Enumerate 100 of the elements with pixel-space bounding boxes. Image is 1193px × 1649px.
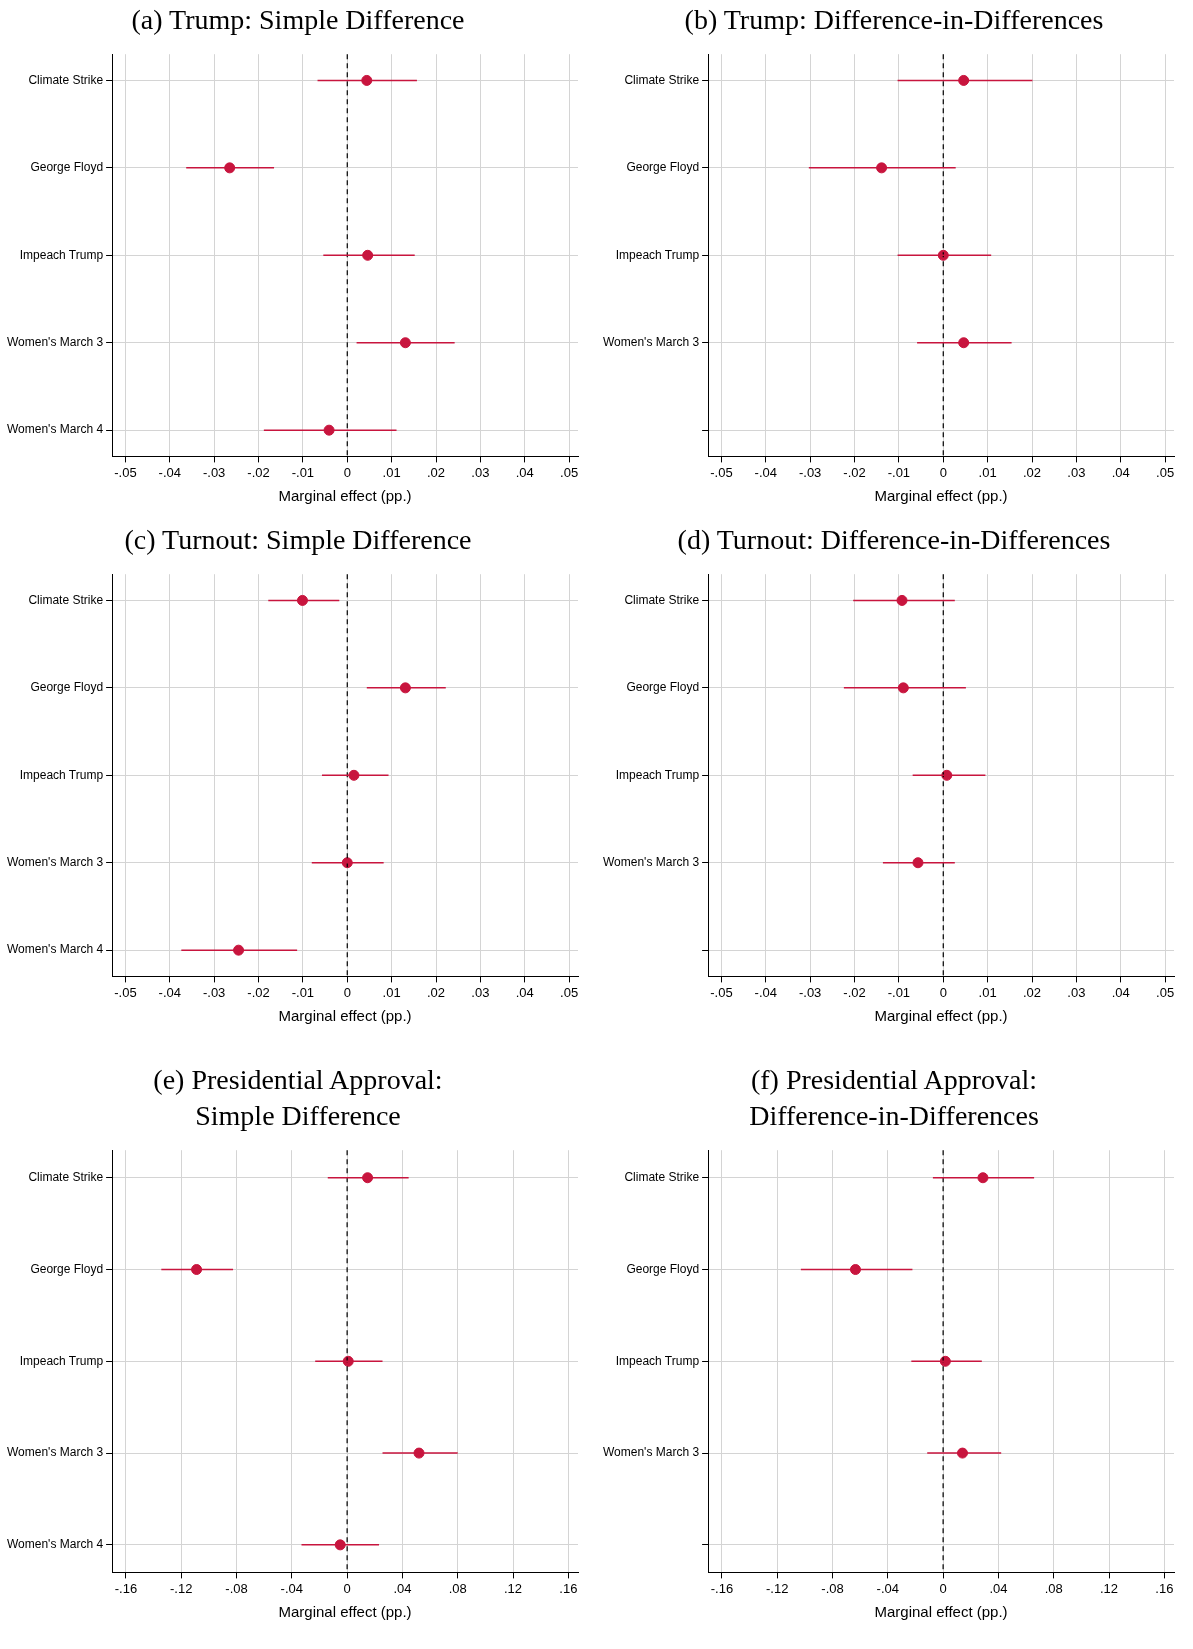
y-tick-label: Climate Strike <box>28 1170 104 1185</box>
x-tick-label: 0 <box>343 1580 351 1596</box>
point <box>912 857 924 869</box>
x-tick-label: .12 <box>503 1580 523 1596</box>
x-tick-label: .08 <box>448 1580 467 1596</box>
x-tick-label: .03 <box>471 984 490 1000</box>
x-tick-label: -.03 <box>798 464 822 480</box>
x-tick-label: 0 <box>343 464 351 480</box>
x-tick-label: -.02 <box>247 464 270 480</box>
x-tick-label: .05 <box>1156 984 1175 1000</box>
chart-title: (b) Trump: Difference-in-Differences <box>683 3 1105 37</box>
x-tick-label: .04 <box>515 984 534 1000</box>
x-tick-label: -.02 <box>843 464 866 480</box>
x-axis-title: Marginal effect (pp.) <box>278 1603 412 1621</box>
y-tick-label: Women's March 4 <box>6 422 104 437</box>
x-tick-label: .02 <box>426 984 446 1000</box>
x-tick-label: .04 <box>393 1580 412 1596</box>
x-tick-label: -.04 <box>876 1580 900 1596</box>
point <box>849 1264 861 1276</box>
chart-title: (c) Turnout: Simple Difference <box>123 523 473 557</box>
x-tick-label: .04 <box>515 464 534 480</box>
point <box>361 74 373 86</box>
chart-title: (a) Trump: Simple Difference <box>130 3 466 37</box>
y-tick-label: Women's March 4 <box>6 942 104 957</box>
x-tick-label: -.01 <box>291 984 315 1000</box>
x-tick-label: -.01 <box>887 464 911 480</box>
y-tick-label: Impeach Trump <box>19 767 104 782</box>
x-tick-label: -.01 <box>291 464 315 480</box>
x-tick-label: .05 <box>560 464 579 480</box>
x-tick-label: -.12 <box>170 1580 193 1596</box>
y-tick-label: George Floyd <box>626 680 700 695</box>
x-tick-label: -.12 <box>766 1580 789 1596</box>
x-tick-label: .01 <box>382 464 401 480</box>
y-tick-label: Impeach Trump <box>615 767 700 782</box>
x-tick-label: .03 <box>1067 984 1086 1000</box>
x-tick-label: .02 <box>426 464 446 480</box>
x-tick-label: .02 <box>1022 464 1042 480</box>
x-tick-label: -.04 <box>754 464 777 480</box>
x-tick-label: -.08 <box>225 1580 248 1596</box>
x-tick-label: -.08 <box>821 1580 844 1596</box>
x-tick-label: .16 <box>1155 1580 1174 1596</box>
x-tick-label: 0 <box>343 984 351 1000</box>
x-tick-label: .16 <box>559 1580 578 1596</box>
x-tick-label: .04 <box>989 1580 1008 1596</box>
y-tick-label: Women's March 3 <box>602 335 700 350</box>
x-tick-label: -.05 <box>710 984 733 1000</box>
point <box>348 769 360 781</box>
y-tick-label: Women's March 4 <box>6 1537 104 1552</box>
x-axis-title: Marginal effect (pp.) <box>278 487 412 505</box>
x-tick-label: 0 <box>939 464 947 480</box>
x-tick-label: -.01 <box>887 984 911 1000</box>
y-tick-label: Women's March 3 <box>602 1445 700 1460</box>
x-axis-title: Marginal effect (pp.) <box>278 1007 412 1025</box>
y-tick-label: Women's March 3 <box>6 855 104 870</box>
point <box>399 337 411 349</box>
y-tick-label: Climate Strike <box>624 592 700 607</box>
x-axis-title: Marginal effect (pp.) <box>874 487 1008 505</box>
y-tick-label: Climate Strike <box>28 592 104 607</box>
x-tick-label: -.04 <box>280 1580 304 1596</box>
x-tick-label: -.04 <box>754 984 777 1000</box>
x-tick-label: .01 <box>978 984 997 1000</box>
y-tick-label: Impeach Trump <box>615 247 700 262</box>
y-tick-label: George Floyd <box>626 1261 700 1276</box>
x-tick-label: .05 <box>560 984 579 1000</box>
y-tick-label: George Floyd <box>626 160 700 175</box>
x-tick-label: .05 <box>1156 464 1175 480</box>
point <box>362 249 374 261</box>
chart-title: (e) Presidential Approval: Simple Difference <box>152 1063 444 1133</box>
chart-title: (d) Turnout: Difference-in-Differences <box>676 523 1112 557</box>
x-tick-label: -.04 <box>158 984 181 1000</box>
x-tick-label: .03 <box>471 464 490 480</box>
point <box>977 1172 989 1184</box>
x-tick-label: -.05 <box>114 464 137 480</box>
x-tick-label: .01 <box>382 984 401 1000</box>
x-axis-title: Marginal effect (pp.) <box>874 1603 1008 1621</box>
x-tick-label: -.16 <box>114 1580 138 1596</box>
x-tick-label: -.05 <box>114 984 137 1000</box>
x-tick-label: -.02 <box>247 984 270 1000</box>
point <box>296 594 308 606</box>
point <box>896 594 908 606</box>
y-tick-label: George Floyd <box>30 160 104 175</box>
x-tick-label: .02 <box>1022 984 1042 1000</box>
y-tick-label: Impeach Trump <box>19 247 104 262</box>
x-tick-label: .03 <box>1067 464 1086 480</box>
point <box>191 1264 203 1276</box>
x-tick-label: -.03 <box>798 984 822 1000</box>
y-tick-label: Women's March 3 <box>6 335 104 350</box>
y-tick-label: George Floyd <box>30 1261 104 1276</box>
chart-title: (f) Presidential Approval: Difference-in-Differences <box>748 1063 1040 1133</box>
x-tick-label: -.02 <box>843 984 866 1000</box>
y-tick-label: Impeach Trump <box>19 1353 104 1368</box>
y-tick-label: Women's March 3 <box>6 1445 104 1460</box>
x-tick-label: 0 <box>939 1580 947 1596</box>
y-tick-label: George Floyd <box>30 680 104 695</box>
x-tick-label: 0 <box>939 984 947 1000</box>
x-tick-label: .08 <box>1044 1580 1063 1596</box>
y-tick-label: Climate Strike <box>28 72 104 87</box>
x-tick-label: .12 <box>1099 1580 1119 1596</box>
x-tick-label: -.16 <box>710 1580 734 1596</box>
y-tick-label: Women's March 3 <box>602 855 700 870</box>
